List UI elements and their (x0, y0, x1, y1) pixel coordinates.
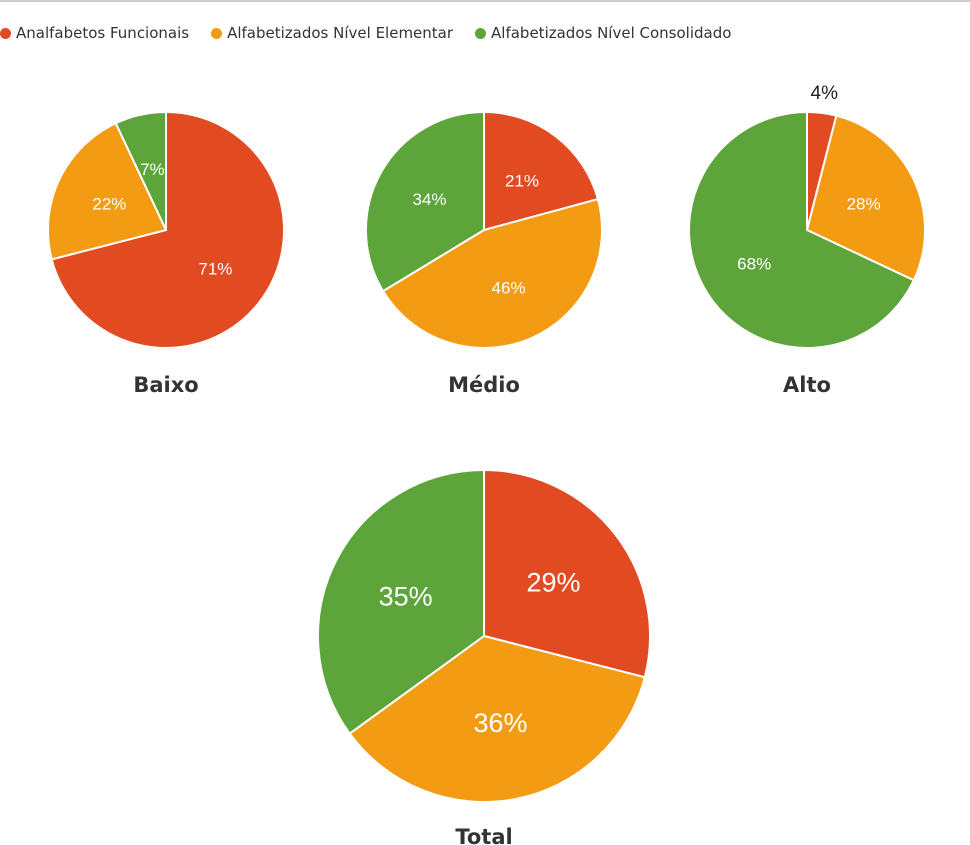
pie-slice (365, 110, 485, 293)
slice-label: 34% (413, 190, 447, 209)
slice-label: 22% (92, 194, 126, 213)
slice-label: 4% (811, 83, 839, 104)
pie-title: Baixo (133, 373, 198, 397)
slice-label: 36% (473, 708, 527, 738)
slice-label: 46% (492, 278, 526, 297)
pie-slice (114, 110, 167, 231)
slice-label: 71% (198, 259, 232, 278)
pie-slice (47, 121, 168, 261)
legend-label: Alfabetizados Nível Consolidado (491, 24, 732, 42)
pie-title: Médio (448, 373, 520, 397)
legend-item-elementar: Alfabetizados Nível Elementar (211, 24, 453, 42)
pie-slice (805, 114, 926, 282)
slice-label: 7% (140, 160, 165, 179)
slice-label: 35% (379, 582, 433, 612)
legend-label: Alfabetizados Nível Elementar (227, 24, 454, 42)
legend-swatch (475, 27, 487, 39)
pie-slice (50, 110, 285, 349)
slice-label: 68% (737, 254, 771, 273)
slice-label: 21% (505, 171, 539, 190)
pie-slice (317, 468, 485, 735)
legend-item-analfabetos: Analfabetos Funcionais (0, 24, 189, 42)
pie-alto: 4% 28% 68% Alto (688, 83, 926, 397)
legend-swatch (211, 27, 223, 39)
pie-slice (483, 110, 600, 232)
legend-item-consolidado: Alfabetizados Nível Consolidado (475, 24, 731, 42)
pie-title: Total (455, 825, 512, 845)
pie-baixo: 71% 22% 7% Baixo (47, 110, 285, 397)
pie-total: 29% 36% 35% Total (317, 468, 651, 845)
legend: Analfabetos Funcionais Alfabetizados Nív… (0, 24, 731, 42)
legend-swatch (0, 27, 11, 39)
legend-label: Analfabetos Funcionais (16, 24, 190, 42)
pie-slice (688, 110, 916, 349)
pie-title: Alto (783, 373, 831, 397)
pie-slice (483, 468, 651, 679)
slice-label: 29% (526, 568, 580, 598)
top-divider (0, 0, 970, 2)
pie-médio: 21% 46% 34% Médio (365, 110, 603, 397)
pie-slice (348, 634, 647, 803)
slice-label: 28% (847, 194, 881, 213)
pie-slice (381, 197, 603, 349)
